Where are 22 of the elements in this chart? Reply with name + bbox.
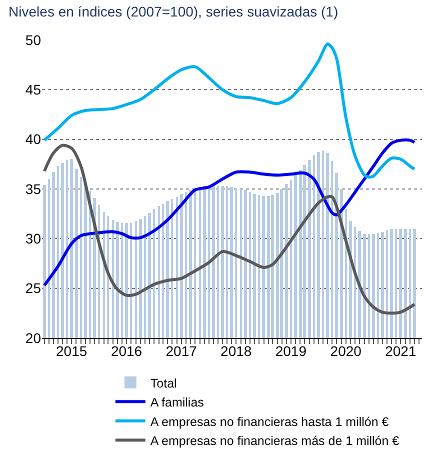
legend-label: A empresas no financieras hasta 1 millón € <box>150 414 389 429</box>
y-tick-label: 45 <box>25 82 42 98</box>
x-tick-label: 2016 <box>110 342 142 359</box>
legend-label: Total <box>150 376 177 390</box>
chart-title: Niveles en índices (2007=100), series suavizadas (1) <box>8 4 338 20</box>
x-tick-label: 2015 <box>56 342 88 359</box>
line-series <box>42 144 416 315</box>
legend-label: A familias <box>150 396 204 410</box>
x-tick-label: 2018 <box>220 342 252 359</box>
x-tick-label: 2021 <box>385 342 416 359</box>
y-tick-label: 50 <box>25 32 42 48</box>
x-tick-label: 2019 <box>275 342 307 359</box>
y-tick-label: 40 <box>25 131 42 148</box>
legend-label: A empresas no financieras más de 1 millón € <box>150 434 400 448</box>
y-tick-label: 25 <box>25 280 42 296</box>
x-tick-label: 2020 <box>330 342 362 359</box>
line-series <box>42 42 416 179</box>
y-tick-label: 20 <box>25 330 42 346</box>
line-series <box>42 138 416 287</box>
y-tick-label: 30 <box>25 230 42 247</box>
x-tick-label: 2017 <box>166 342 198 359</box>
y-tick-label: 35 <box>25 180 42 197</box>
